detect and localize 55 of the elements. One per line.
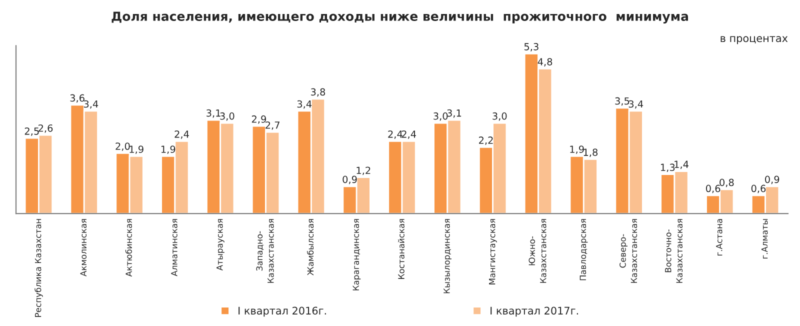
data-label: 3,4 xyxy=(628,100,644,109)
x-tick-label: Мангистауская xyxy=(489,219,497,284)
data-label: 3,8 xyxy=(311,88,326,97)
data-label: 3,6 xyxy=(70,94,84,103)
data-label: 2,5 xyxy=(24,127,39,136)
data-label: 3,1 xyxy=(447,109,462,118)
data-label: 1,3 xyxy=(660,164,675,172)
x-tick-label: Атырауская xyxy=(216,219,224,271)
legend-label: I квартал 2016г. xyxy=(238,306,326,317)
text: в процентах xyxy=(720,36,788,44)
data-label: 4,8 xyxy=(538,58,552,66)
data-label: 1,4 xyxy=(674,160,688,170)
data-label: 3,4 xyxy=(84,100,98,109)
data-label: 2,0 xyxy=(116,142,130,151)
data-label: 0,8 xyxy=(720,178,734,188)
data-label: 1,9 xyxy=(570,146,584,154)
data-label: 1,9 xyxy=(130,146,144,154)
data-label: 0,6 xyxy=(751,184,766,194)
data-label: 1,8 xyxy=(584,148,598,157)
x-tick-label: Западно- Казахстанская xyxy=(256,219,274,283)
data-label: 3,4 xyxy=(297,100,312,109)
data-label: 2,4 xyxy=(402,130,416,139)
x-tick-label: г.Алматы xyxy=(762,219,768,259)
x-tick-label: Жамбылская xyxy=(307,219,314,276)
x-tick-label: Актюбинская xyxy=(125,219,132,277)
x-tick-label: Восточно- Казахстанская xyxy=(665,219,683,283)
data-label: 0,9 xyxy=(342,176,357,184)
data-label: 2,4 xyxy=(388,130,402,139)
data-label: 0,6 xyxy=(706,184,720,194)
data-label: 3,0 xyxy=(220,112,234,121)
data-label: 1,9 xyxy=(161,146,176,154)
data-label: 5,3 xyxy=(524,43,538,52)
data-label: 2,4 xyxy=(174,130,189,139)
data-label: 3,1 xyxy=(206,109,220,118)
x-tick-label: Алматинская xyxy=(171,219,178,276)
x-tick-label: г.Астана xyxy=(716,219,722,256)
data-label: 2,6 xyxy=(38,124,53,133)
x-tick-label: Северо- Казахстанская xyxy=(620,219,638,283)
data-label: 2,9 xyxy=(252,115,266,124)
data-label: 3,0 xyxy=(492,112,507,121)
data-label: 3,5 xyxy=(615,97,630,106)
x-tick-label: Южно- Казахстанская xyxy=(528,219,546,283)
x-tick-label: Павлодарская xyxy=(580,219,588,280)
data-label: 2,2 xyxy=(478,136,493,145)
legend-label: I квартал 2017г. xyxy=(490,306,578,317)
data-label: 0,9 xyxy=(765,176,780,184)
x-tick-label: Кызылординская xyxy=(444,219,452,294)
data-label: 3,0 xyxy=(434,112,448,121)
data-label: 1,2 xyxy=(356,166,370,176)
x-tick-label: Республика Казахстан xyxy=(34,219,43,317)
data-label: 2,7 xyxy=(266,121,280,130)
chart-title: Доля населения, имеющего доходы ниже величины прожиточного минимума xyxy=(112,12,688,24)
x-tick-label: Карагандинская xyxy=(352,219,361,290)
x-tick-label: Акмолинская xyxy=(80,219,87,276)
x-tick-label: Костанайская xyxy=(398,219,404,279)
